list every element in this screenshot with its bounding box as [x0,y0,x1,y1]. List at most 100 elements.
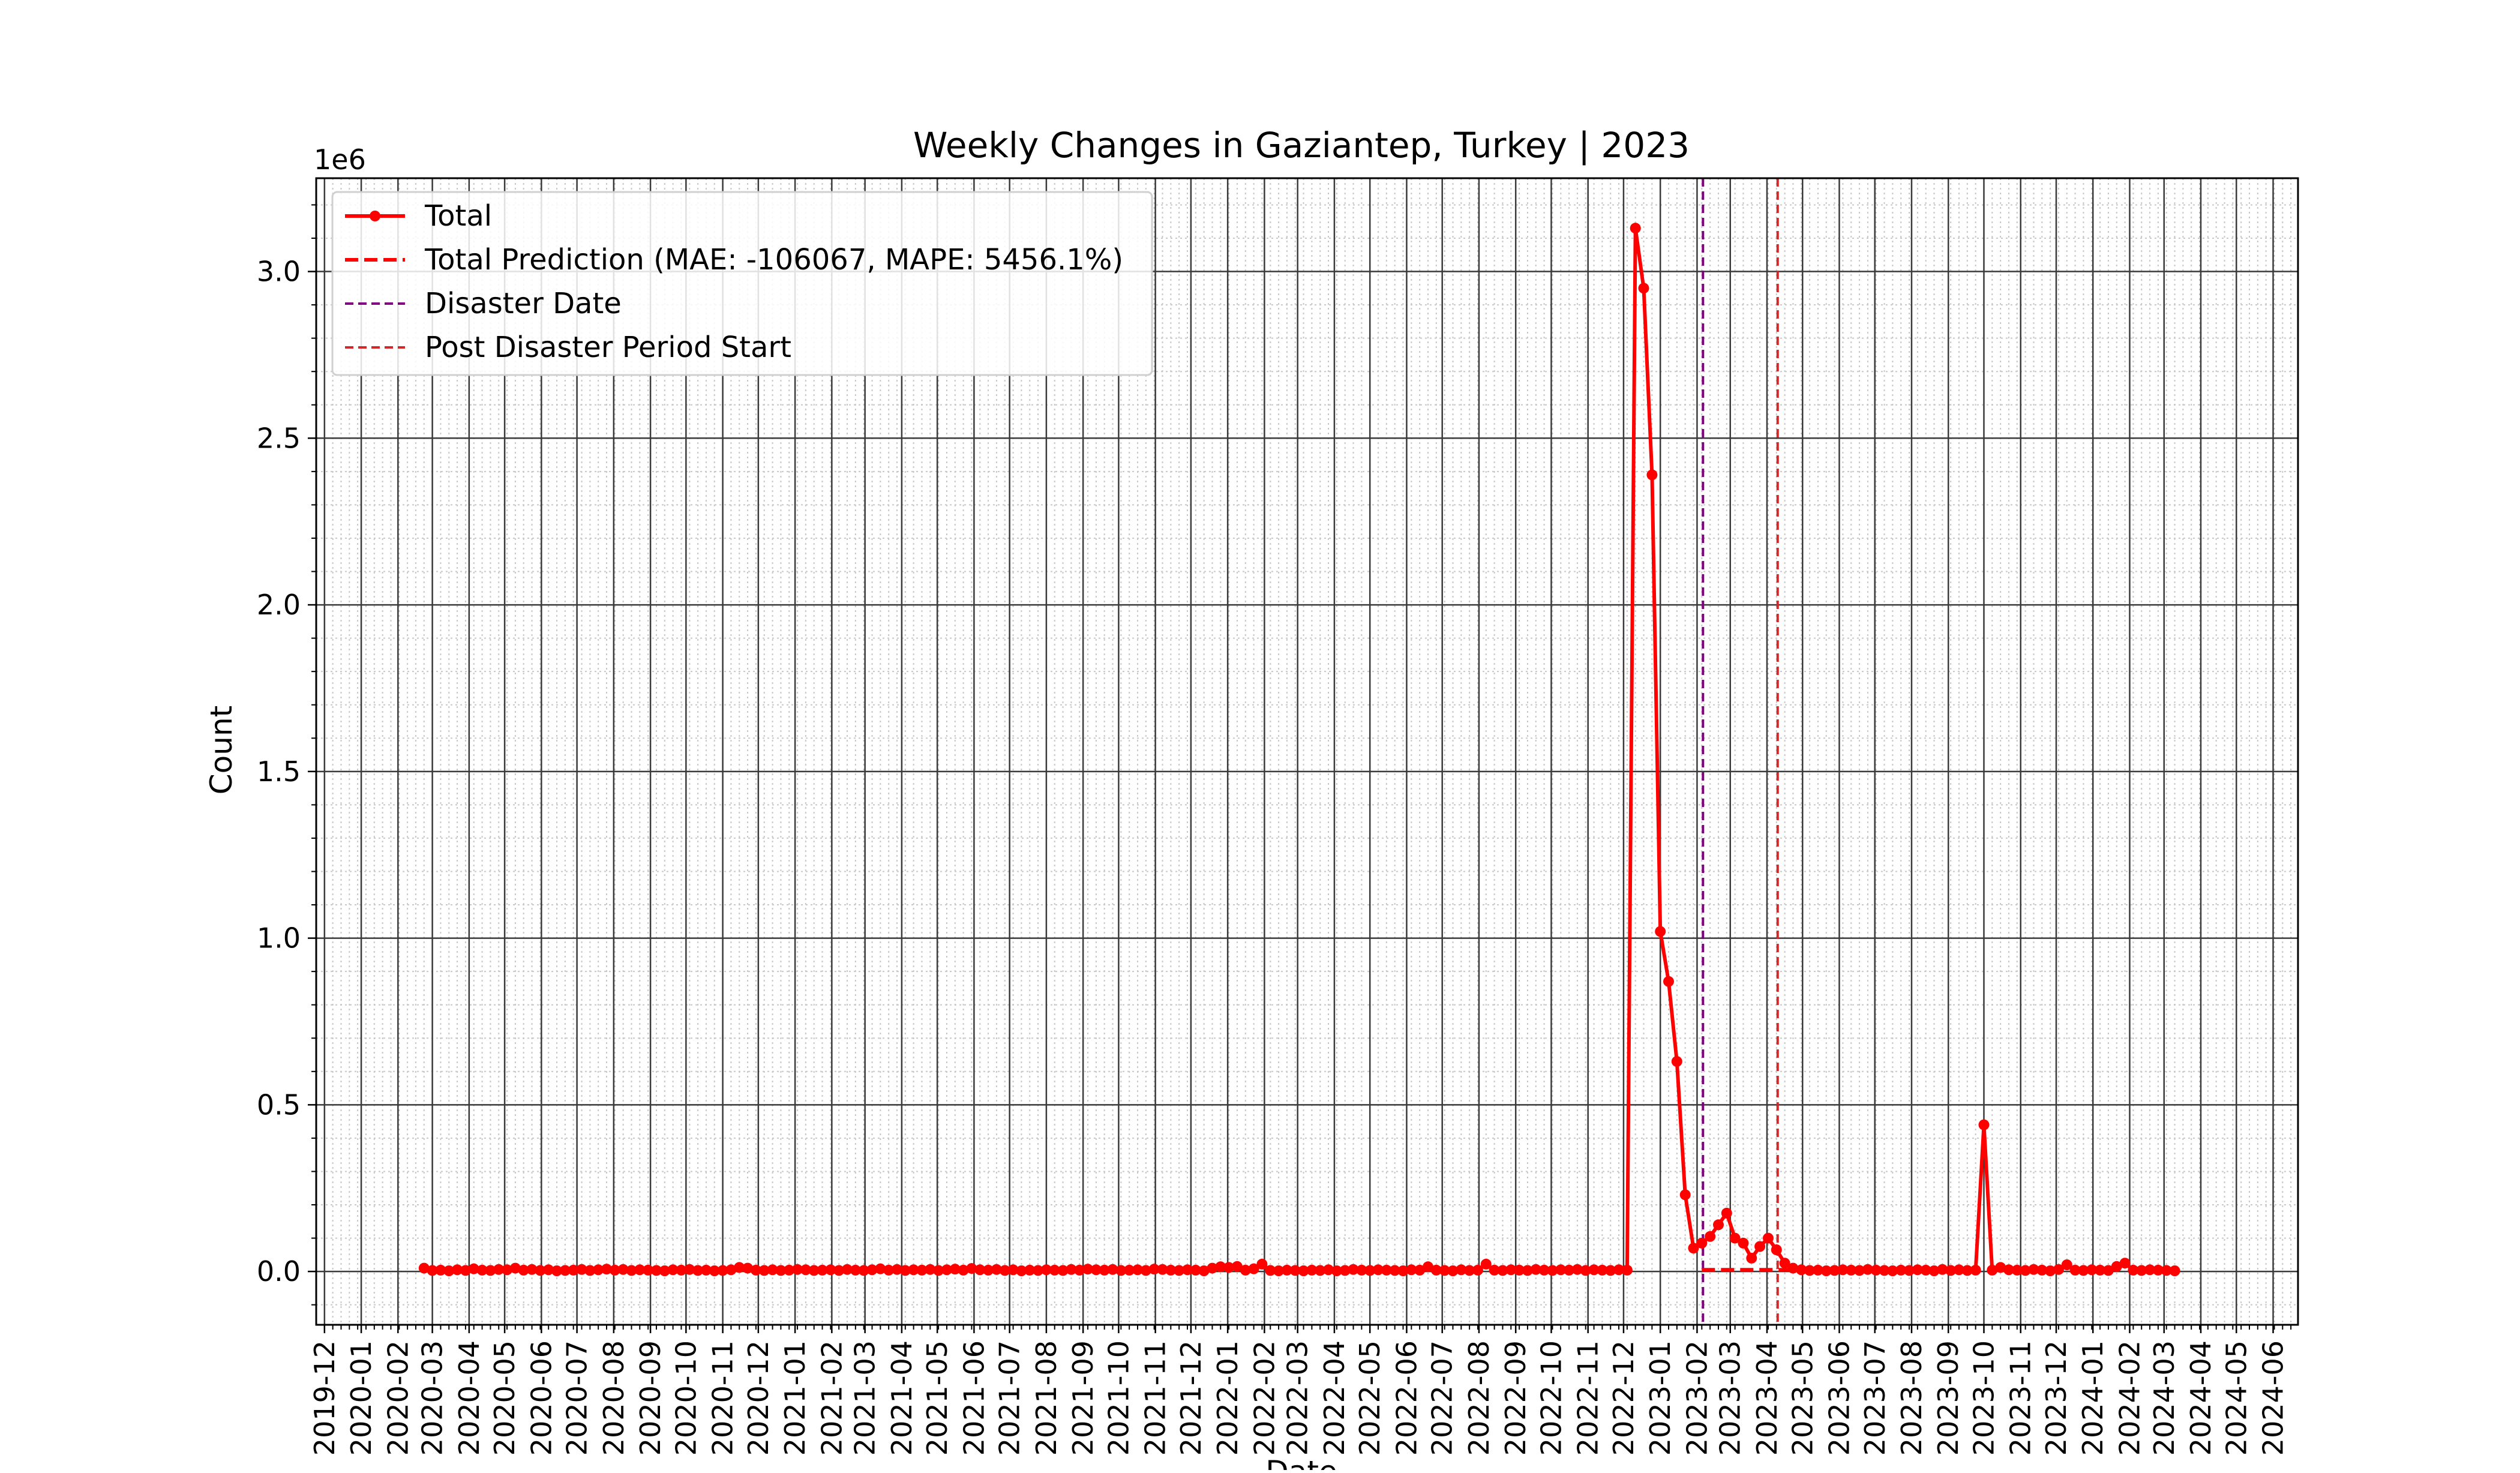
total-data-point [1820,1265,1832,1276]
x-tick-label: 2023-07 [1859,1340,1891,1456]
total-data-point [1621,1264,1633,1276]
y-tick-label: 0.0 [257,1255,301,1288]
total-data-point [684,1264,695,1275]
x-axis-label: Date [1265,1454,1337,1470]
total-data-point [1024,1264,1036,1276]
total-data-point [1464,1265,1475,1276]
total-data-point [866,1264,878,1276]
total-data-point [601,1264,612,1275]
total-data-point [1920,1264,1931,1276]
total-data-point [676,1264,687,1276]
total-data-point [858,1265,869,1276]
total-data-point [758,1265,770,1276]
total-data-point [1754,1241,1766,1252]
total-data-point [850,1264,861,1276]
x-tick-label: 2023-09 [1932,1340,1964,1456]
x-tick-label: 2024-02 [2113,1340,2146,1456]
x-tick-label: 2021-01 [779,1340,811,1456]
total-data-point [1381,1264,1392,1276]
total-data-point [1273,1265,1285,1276]
total-data-point [2028,1264,2039,1275]
total-data-point [651,1265,662,1276]
total-data-point [1397,1265,1409,1276]
total-data-point [452,1264,463,1276]
total-data-point [908,1264,919,1276]
total-data-point [460,1265,471,1276]
total-data-point [1215,1261,1226,1273]
total-data-point [1870,1264,1882,1276]
x-tick-label: 2020-04 [453,1340,485,1456]
total-data-point [1829,1265,1840,1276]
x-tick-label: 2024-05 [2220,1340,2252,1456]
x-tick-label: 2022-07 [1426,1340,1459,1456]
total-data-point [634,1264,646,1276]
total-data-point [509,1262,521,1274]
total-data-point [974,1264,986,1276]
total-data-point [643,1264,654,1276]
total-data-point [1995,1262,2006,1273]
x-tick-label: 2022-03 [1282,1340,1314,1456]
total-data-point [1630,223,1641,234]
total-data-point [427,1265,438,1276]
total-data-point [1356,1264,1367,1276]
x-tick-label: 2021-05 [921,1340,953,1456]
total-data-point [742,1262,754,1274]
total-data-point [1223,1262,1235,1273]
vline-layer [1702,178,1779,1325]
total-data-point [1738,1237,1749,1249]
total-data-point [2061,1259,2072,1270]
total-data-point [792,1264,803,1275]
legend-prediction-label: Total Prediction (MAE: -106067, MAPE: 54… [424,243,1123,277]
total-data-point [1555,1264,1567,1276]
x-tick-label: 2021-11 [1139,1340,1172,1456]
x-tick-label: 2021-10 [1102,1340,1135,1456]
total-data-point [1912,1264,1923,1276]
total-data-point [543,1264,554,1276]
total-data-point [1124,1264,1135,1276]
total-data-point [1904,1265,1915,1276]
total-data-point [750,1264,761,1276]
x-tick-label: 2022-01 [1211,1340,1244,1456]
total-data-point [1198,1265,1210,1276]
total-data-point [916,1264,928,1276]
total-data-point [825,1264,836,1276]
total-data-point [1514,1264,1525,1276]
total-data-point [493,1264,505,1275]
total-data-point [2111,1261,2122,1272]
total-data-point [1588,1264,1600,1276]
total-data-point [1547,1265,1558,1276]
total-data-point [1115,1265,1127,1276]
total-data-point [1812,1264,1823,1276]
x-tick-label: 2022-09 [1499,1340,1532,1456]
total-data-point [692,1265,704,1276]
total-data-point [1538,1264,1550,1276]
total-data-point [1879,1265,1890,1276]
total-data-point [2078,1265,2089,1276]
total-data-point [1207,1262,1218,1274]
x-tick-label: 2019-12 [308,1340,341,1456]
total-data-point [609,1264,620,1276]
x-tick-label: 2021-12 [1175,1340,1207,1456]
total-data-point [593,1264,604,1276]
x-tick-label: 2022-11 [1572,1340,1604,1456]
y-axis-offset-label: 1e6 [314,143,366,176]
total-data-point [767,1264,778,1276]
chart-title: Weekly Changes in Gaziantep, Turkey | 20… [913,125,1690,166]
x-tick-label: 2020-07 [561,1340,593,1456]
total-data-point [1961,1265,1973,1276]
total-data-point [1240,1264,1251,1276]
total-data-point [1613,1264,1625,1276]
total-data-point [1854,1265,1865,1276]
total-data-point [700,1264,712,1276]
total-data-point [1107,1264,1118,1275]
x-tick-label: 2020-05 [488,1340,521,1456]
total-data-point [2169,1265,2180,1276]
total-data-point [1763,1232,1774,1244]
total-data-point [991,1264,1002,1275]
x-tick-label: 2020-10 [670,1340,702,1456]
total-data-point [2020,1265,2031,1276]
total-data-point [2003,1264,2014,1276]
total-data-point [476,1264,488,1276]
total-data-point [999,1265,1010,1276]
total-data-point [958,1264,969,1276]
